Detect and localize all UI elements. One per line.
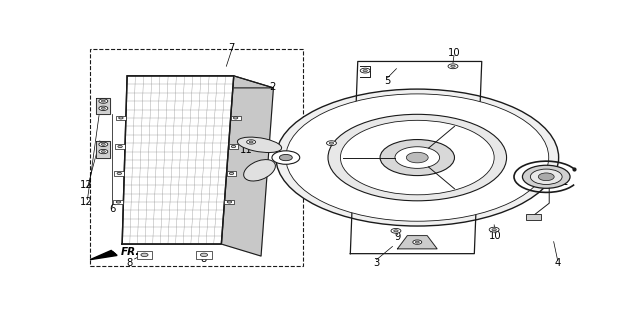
Circle shape bbox=[363, 70, 367, 72]
Circle shape bbox=[99, 99, 108, 103]
Bar bbox=[116, 115, 126, 120]
Circle shape bbox=[99, 142, 108, 147]
Circle shape bbox=[141, 253, 148, 256]
Circle shape bbox=[286, 94, 548, 221]
Circle shape bbox=[415, 241, 419, 243]
Circle shape bbox=[229, 172, 234, 174]
Text: 12: 12 bbox=[79, 180, 92, 190]
Polygon shape bbox=[97, 97, 110, 114]
Text: 8: 8 bbox=[200, 254, 206, 265]
Circle shape bbox=[200, 253, 207, 256]
Text: 5: 5 bbox=[385, 76, 390, 86]
Circle shape bbox=[280, 154, 292, 161]
Polygon shape bbox=[90, 251, 117, 260]
Bar bbox=[113, 200, 124, 204]
Circle shape bbox=[272, 151, 300, 164]
Bar bbox=[115, 144, 125, 149]
Bar bbox=[526, 214, 541, 220]
Circle shape bbox=[116, 201, 121, 203]
Text: 3: 3 bbox=[374, 258, 380, 268]
Text: FR.: FR. bbox=[121, 247, 141, 257]
Text: 4: 4 bbox=[554, 258, 561, 268]
Circle shape bbox=[531, 169, 562, 184]
Text: 10: 10 bbox=[489, 231, 502, 241]
Circle shape bbox=[395, 147, 440, 168]
Circle shape bbox=[99, 149, 108, 154]
Circle shape bbox=[451, 65, 455, 67]
Circle shape bbox=[117, 172, 122, 174]
Circle shape bbox=[522, 165, 570, 188]
Circle shape bbox=[118, 117, 123, 119]
Polygon shape bbox=[97, 141, 110, 158]
Circle shape bbox=[326, 141, 337, 145]
Bar bbox=[227, 171, 237, 176]
Bar bbox=[230, 115, 241, 120]
Polygon shape bbox=[106, 252, 116, 256]
Ellipse shape bbox=[237, 137, 282, 153]
Circle shape bbox=[276, 89, 559, 226]
Circle shape bbox=[489, 227, 499, 232]
Ellipse shape bbox=[290, 163, 334, 178]
Circle shape bbox=[360, 68, 370, 73]
Polygon shape bbox=[122, 76, 234, 244]
Bar bbox=[225, 200, 234, 204]
Circle shape bbox=[118, 145, 122, 148]
Polygon shape bbox=[397, 236, 437, 249]
Ellipse shape bbox=[296, 134, 328, 155]
Circle shape bbox=[101, 107, 106, 109]
Circle shape bbox=[380, 139, 454, 176]
Text: 6: 6 bbox=[109, 204, 115, 214]
Circle shape bbox=[234, 117, 238, 119]
Text: 8: 8 bbox=[127, 257, 132, 268]
Circle shape bbox=[101, 100, 106, 102]
Text: 1: 1 bbox=[562, 177, 568, 187]
Polygon shape bbox=[221, 76, 273, 256]
Circle shape bbox=[231, 145, 236, 148]
Circle shape bbox=[538, 173, 554, 181]
Circle shape bbox=[101, 144, 106, 145]
Bar bbox=[136, 251, 152, 259]
Text: 10: 10 bbox=[447, 47, 460, 58]
Text: 11: 11 bbox=[240, 145, 253, 155]
Polygon shape bbox=[350, 61, 482, 254]
Text: 9: 9 bbox=[321, 142, 327, 152]
Circle shape bbox=[329, 142, 333, 144]
Circle shape bbox=[448, 64, 458, 69]
Circle shape bbox=[406, 152, 428, 163]
Text: 9: 9 bbox=[394, 232, 401, 242]
Bar bbox=[90, 49, 303, 266]
Circle shape bbox=[227, 201, 232, 203]
Circle shape bbox=[394, 230, 398, 232]
Bar bbox=[115, 171, 124, 176]
Ellipse shape bbox=[244, 160, 275, 181]
Text: 12: 12 bbox=[79, 197, 92, 207]
Circle shape bbox=[328, 114, 507, 201]
Circle shape bbox=[246, 140, 255, 144]
Circle shape bbox=[101, 151, 106, 153]
Circle shape bbox=[492, 229, 497, 231]
Circle shape bbox=[99, 106, 108, 110]
Text: 2: 2 bbox=[269, 82, 276, 92]
Circle shape bbox=[340, 120, 494, 195]
Circle shape bbox=[249, 141, 253, 143]
Circle shape bbox=[391, 228, 401, 233]
Polygon shape bbox=[127, 76, 273, 88]
Bar bbox=[196, 251, 212, 259]
Text: 7: 7 bbox=[228, 43, 234, 53]
Circle shape bbox=[413, 240, 422, 244]
Bar bbox=[228, 144, 239, 149]
